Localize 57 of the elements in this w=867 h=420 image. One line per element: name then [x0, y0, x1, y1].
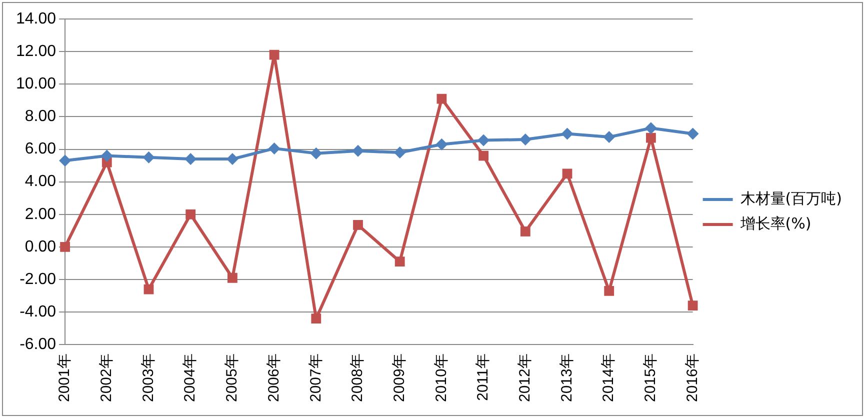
y-tick-label: 6.00 — [24, 140, 56, 158]
point — [352, 144, 364, 157]
y-tick-label: -4.00 — [20, 303, 56, 320]
point — [353, 220, 363, 230]
x-tick-label: 2010年 — [432, 354, 450, 402]
point — [436, 94, 447, 104]
x-tick-label: 2006年 — [265, 354, 282, 402]
x-tick-label: 2003年 — [140, 354, 157, 402]
point — [688, 300, 698, 311]
point — [562, 168, 572, 179]
legend-label: 木材量(百万吨) — [740, 189, 842, 208]
y-tick-label: 12.00 — [16, 42, 56, 60]
x-tick-label: 2008年 — [349, 354, 366, 402]
point — [142, 151, 155, 164]
x-tick-label: 2001年 — [56, 354, 74, 402]
y-tick-label: 0.00 — [24, 238, 56, 256]
point — [604, 286, 614, 296]
y-tick-label: 8.00 — [24, 108, 56, 126]
point — [100, 150, 113, 162]
point — [520, 226, 530, 236]
point — [227, 272, 238, 283]
y-tick-label: 14.00 — [16, 10, 56, 28]
x-tick-label: 2012年 — [516, 354, 534, 402]
point — [310, 147, 322, 160]
x-tick-label: 2004年 — [182, 354, 199, 402]
x-tick-label: 2016年 — [684, 354, 701, 402]
x-tick-label: 2014年 — [600, 354, 618, 402]
point — [519, 133, 532, 146]
x-tick-label: 2009年 — [390, 354, 408, 402]
point — [394, 146, 406, 159]
point — [268, 142, 280, 154]
point — [561, 128, 574, 140]
x-tick-label: 2011年 — [474, 354, 492, 401]
legend-label: 增长率(%) — [739, 214, 812, 232]
x-tick-label: 2015年 — [642, 354, 660, 402]
point — [144, 284, 154, 294]
x-tick-label: 2002年 — [98, 354, 116, 402]
point — [478, 150, 488, 161]
point — [686, 128, 699, 140]
x-tick-label: 2007年 — [307, 354, 324, 402]
point — [311, 314, 322, 324]
y-tick-label: 4.00 — [24, 173, 56, 190]
point — [59, 154, 72, 167]
point — [269, 50, 280, 60]
point — [603, 131, 616, 144]
y-tick-label: 2.00 — [24, 206, 56, 223]
y-tick-label: -2.00 — [20, 270, 56, 288]
point — [394, 256, 405, 267]
point — [644, 122, 657, 134]
x-tick-label: 2005年 — [224, 354, 241, 402]
point — [186, 209, 196, 220]
y-tick-label: -6.00 — [20, 336, 56, 354]
x-tick-label: 2013年 — [558, 354, 576, 402]
point — [478, 134, 490, 146]
point — [436, 138, 448, 150]
point — [646, 132, 656, 143]
y-tick-label: 10.00 — [16, 76, 56, 93]
